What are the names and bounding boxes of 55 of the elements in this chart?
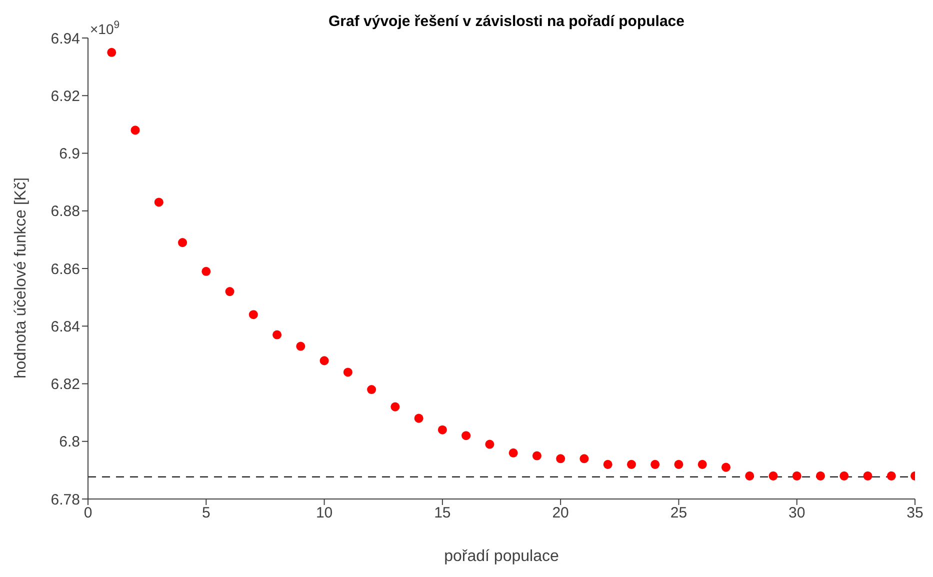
point xyxy=(556,454,566,464)
point xyxy=(438,425,447,434)
x-tick-label: 30 xyxy=(788,504,806,522)
point xyxy=(768,471,778,480)
y-tick-label: 6.88 xyxy=(50,203,80,220)
y-tick-label: 6.84 xyxy=(50,318,80,336)
point xyxy=(390,402,400,412)
y-tick-label: 6.9 xyxy=(59,146,80,163)
y-tick-label: 6.78 xyxy=(50,491,80,508)
point xyxy=(225,287,234,296)
point xyxy=(626,460,636,469)
x-tick-label: 25 xyxy=(670,504,688,522)
y-tick-label: 6.8 xyxy=(59,434,80,451)
point xyxy=(698,460,707,469)
point xyxy=(840,471,849,480)
point xyxy=(886,471,896,480)
point xyxy=(154,198,164,207)
point xyxy=(650,460,660,469)
point xyxy=(603,460,612,469)
y-axis-title: hodnota účelové funkce [Kč] xyxy=(12,177,30,378)
point xyxy=(532,451,542,460)
point xyxy=(367,385,376,394)
point xyxy=(202,266,211,276)
x-tick-label: 0 xyxy=(84,504,92,522)
point xyxy=(414,414,424,423)
point xyxy=(107,48,116,57)
point xyxy=(248,310,258,320)
x-tick-label: 15 xyxy=(434,504,451,522)
point xyxy=(178,238,188,248)
point xyxy=(296,342,306,351)
point xyxy=(508,448,518,458)
point xyxy=(816,471,825,480)
point xyxy=(792,471,802,480)
point xyxy=(272,330,282,340)
x-tick-label: 10 xyxy=(316,504,333,522)
point xyxy=(674,460,684,469)
point xyxy=(863,471,872,480)
point xyxy=(343,368,352,377)
point xyxy=(462,431,471,440)
point xyxy=(721,462,730,472)
y-tick-label: 6.86 xyxy=(50,260,80,278)
point xyxy=(745,471,754,480)
point xyxy=(485,440,494,449)
y-tick-label: 6.94 xyxy=(50,30,80,48)
x-axis-title: pořadí populace xyxy=(444,548,559,565)
chart-title: Graf vývoje řešení v závislosti na pořadí populace xyxy=(328,13,684,30)
x-tick-label: 20 xyxy=(552,504,569,522)
point xyxy=(580,454,589,464)
point xyxy=(320,356,329,366)
y-tick-label: 6.92 xyxy=(50,88,80,105)
x-tick-label: 35 xyxy=(906,504,924,522)
point xyxy=(130,126,140,135)
y-tick-label: 6.82 xyxy=(50,376,80,394)
x-tick-label: 5 xyxy=(202,504,210,522)
text: ×10$^{9}$ xyxy=(90,19,120,37)
